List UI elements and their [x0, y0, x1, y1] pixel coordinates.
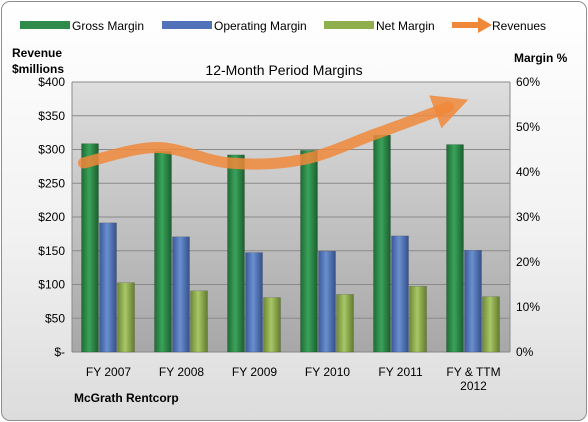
- y-left-tick-label: $50: [45, 311, 65, 325]
- operating-margin-bar: [318, 250, 336, 353]
- x-tick-label: FY 2008: [159, 365, 204, 379]
- y-right-tick-label: 40%: [516, 165, 540, 179]
- net-margin-legend-label: Net Margin: [376, 19, 435, 33]
- right-axis-label: Margin %: [514, 51, 568, 65]
- gross-margin-bar: [446, 144, 464, 353]
- y-right-tick-labels: 60% 50% 40% 30% 20% 10% 0%: [516, 75, 540, 359]
- operating-margin-bar: [245, 252, 263, 353]
- x-tick-label: FY 2010: [305, 365, 350, 379]
- y-left-tick-label: $100: [38, 278, 65, 292]
- net-margin-bar: [409, 286, 427, 353]
- y-left-tick-labels: $400 $350 $300 $250 $200 $150 $100 $50 $-: [38, 75, 65, 359]
- x-tick-labels: FY 2007 FY 2008 FY 2009 FY 2010 FY 2011 FY & …: [86, 365, 501, 393]
- chart-title: 12-Month Period Margins: [205, 62, 362, 78]
- y-left-tick-label: $400: [38, 75, 65, 89]
- revenues-legend-label: Revenues: [492, 19, 546, 33]
- x-tick-label: FY 2011: [378, 365, 423, 379]
- net-margin-bar: [117, 282, 135, 353]
- gross-margin-bar: [81, 143, 99, 353]
- left-axis-label-line2: $millions: [12, 62, 64, 76]
- gross-margin-bar: [227, 154, 245, 353]
- revenues-line: [78, 95, 469, 170]
- gross-margin-bar: [300, 150, 318, 353]
- x-tick-label: 2012: [460, 379, 487, 393]
- net-margin-bar: [336, 294, 354, 353]
- operating-margin-bar: [99, 222, 117, 353]
- net-margin-bar: [190, 290, 208, 353]
- y-right-tick-label: 50%: [516, 120, 540, 134]
- gross-margin-bar: [373, 134, 391, 353]
- y-left-tick-label: $150: [38, 244, 65, 258]
- left-axis-label-line1: Revenue: [12, 46, 62, 60]
- line-layer: [78, 95, 469, 170]
- net-margin-bar: [482, 296, 500, 353]
- y-left-tick-label: $350: [38, 109, 65, 123]
- x-tick-label: FY 2009: [232, 365, 277, 379]
- y-left-tick-label: $-: [54, 345, 65, 359]
- revenues-legend-arrow: [478, 17, 492, 33]
- operating-margin-legend-swatch: [162, 21, 212, 29]
- gross-margin-legend-swatch: [20, 21, 70, 29]
- y-left-tick-label: $300: [38, 143, 65, 157]
- legend: Gross Margin Operating Margin Net Margin Re…: [20, 17, 546, 33]
- net-margin-bar: [263, 297, 281, 353]
- y-right-tick-label: 30%: [516, 210, 540, 224]
- operating-margin-bar: [464, 250, 482, 353]
- bars-layer: [81, 134, 500, 353]
- operating-margin-bar: [172, 236, 190, 353]
- operating-margin-bar: [391, 235, 409, 353]
- x-tick-label: FY 2007: [86, 365, 131, 379]
- y-left-tick-label: $200: [38, 210, 65, 224]
- company-name: McGrath Rentcorp: [74, 391, 179, 405]
- x-tick-label: FY & TTM: [446, 365, 500, 379]
- net-margin-legend-swatch: [324, 21, 374, 29]
- y-right-tick-label: 20%: [516, 255, 540, 269]
- y-right-tick-label: 60%: [516, 75, 540, 89]
- gross-margin-legend-label: Gross Margin: [72, 19, 144, 33]
- y-right-tick-label: 0%: [516, 345, 534, 359]
- y-left-tick-label: $250: [38, 176, 65, 190]
- operating-margin-legend-label: Operating Margin: [214, 19, 307, 33]
- gross-margin-bar: [154, 151, 172, 353]
- y-right-tick-label: 10%: [516, 300, 540, 314]
